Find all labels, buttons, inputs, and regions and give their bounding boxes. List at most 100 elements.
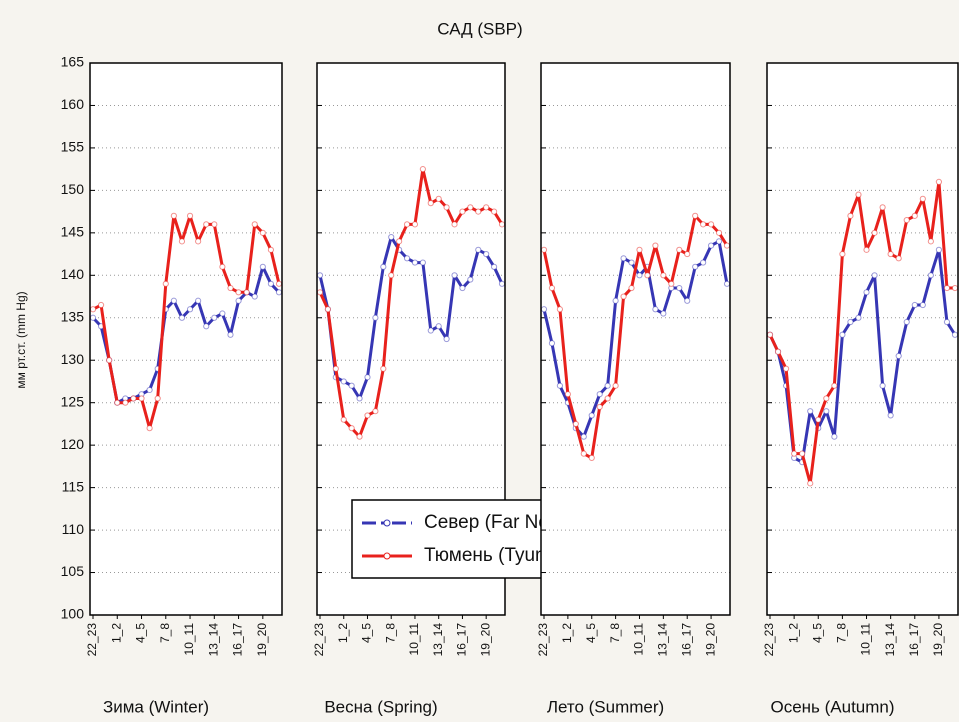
data-point: [943, 284, 951, 292]
data-point: [723, 242, 731, 249]
data-point: [707, 242, 715, 249]
data-point: [676, 284, 683, 292]
plot-frame: [766, 62, 959, 616]
data-point: [668, 280, 675, 287]
data-point: [548, 340, 556, 347]
data-point: [766, 331, 774, 338]
data-point: [927, 272, 934, 279]
data-point: [596, 391, 603, 398]
x-tick-label: 10_11: [632, 623, 646, 656]
data-point: [715, 238, 723, 245]
y-tick-label: 100: [61, 606, 85, 622]
data-point: [774, 348, 782, 355]
y-tick-label: 140: [61, 266, 85, 282]
x-tick-label: 13_14: [431, 623, 445, 657]
data-point: [170, 212, 177, 219]
data-point: [879, 382, 886, 389]
y-tick-label: 130: [61, 351, 85, 367]
data-point: [498, 280, 506, 287]
x-tick-label: 4_5: [810, 623, 824, 643]
data-point: [588, 454, 595, 461]
data-point: [97, 301, 105, 309]
data-point: [89, 314, 97, 321]
x-tick-label: 19_20: [255, 623, 269, 657]
data-point: [684, 250, 691, 258]
data-point: [356, 395, 363, 402]
data-point: [847, 318, 854, 326]
data-point: [652, 242, 659, 249]
data-point: [251, 293, 258, 300]
data-point: [316, 289, 324, 296]
data-point: [483, 204, 490, 211]
x-tick-label: 10_11: [182, 623, 196, 656]
data-point: [684, 297, 691, 304]
panel-label: Зима (Winter): [103, 697, 209, 716]
data-point: [490, 263, 498, 270]
x-tick-label: 1_2: [560, 623, 574, 643]
data-point: [556, 306, 564, 313]
data-point: [935, 246, 943, 253]
data-point: [823, 408, 830, 415]
y-tick-label: 135: [61, 308, 85, 324]
data-point: [660, 272, 667, 279]
data-point: [356, 433, 363, 440]
data-point: [106, 357, 113, 364]
data-point: [259, 229, 266, 236]
plot-frame: [316, 62, 506, 616]
data-point: [540, 246, 548, 253]
x-tick-label: 7_8: [608, 623, 622, 643]
data-point: [580, 433, 587, 440]
data-point: [548, 284, 556, 292]
data-point: [498, 221, 506, 228]
data-point: [855, 314, 862, 321]
data-point: [427, 200, 434, 207]
data-point: [927, 238, 934, 245]
x-tick-label: 22_23: [312, 623, 326, 657]
x-tick-label: 7_8: [158, 623, 172, 643]
data-point: [564, 391, 571, 398]
data-point: [332, 365, 339, 372]
data-point: [178, 238, 186, 245]
data-point: [847, 212, 854, 219]
data-point: [227, 331, 234, 338]
data-point: [475, 246, 482, 253]
x-tick-label: 1_2: [109, 623, 123, 643]
panel-label: Весна (Spring): [324, 697, 437, 716]
data-point: [887, 250, 894, 258]
x-tick-label: 22_23: [85, 623, 99, 657]
data-point: [211, 314, 218, 321]
data-point: [580, 450, 587, 457]
data-point: [340, 416, 347, 423]
data-point: [911, 212, 918, 219]
data-point: [348, 382, 355, 389]
data-point: [259, 263, 266, 270]
data-point: [419, 166, 426, 173]
x-tick-label: 10_11: [407, 623, 421, 656]
data-point: [380, 365, 387, 372]
x-tick-label: 7_8: [835, 623, 849, 643]
data-point: [186, 212, 194, 219]
data-point: [316, 272, 324, 279]
y-tick-label: 105: [61, 563, 85, 579]
x-tick-label: 4_5: [134, 623, 148, 643]
legend-label: Север (Far North): [424, 512, 577, 533]
data-point: [396, 238, 403, 245]
data-point: [203, 323, 210, 330]
x-tick-label: 7_8: [383, 623, 397, 643]
panel-label: Лето (Summer): [547, 697, 664, 716]
data-point: [411, 259, 419, 266]
x-tick-label: 16_17: [231, 623, 245, 657]
data-point: [211, 221, 218, 228]
data-point: [540, 306, 548, 313]
data-point: [459, 284, 466, 292]
data-point: [799, 450, 806, 457]
data-point: [636, 246, 643, 253]
data-point: [235, 297, 242, 304]
x-tick-label: 4_5: [584, 623, 598, 643]
data-point: [443, 204, 450, 211]
data-point: [195, 238, 202, 245]
data-point: [372, 314, 379, 321]
plot-frame: [89, 62, 283, 616]
data-point: [178, 314, 186, 321]
